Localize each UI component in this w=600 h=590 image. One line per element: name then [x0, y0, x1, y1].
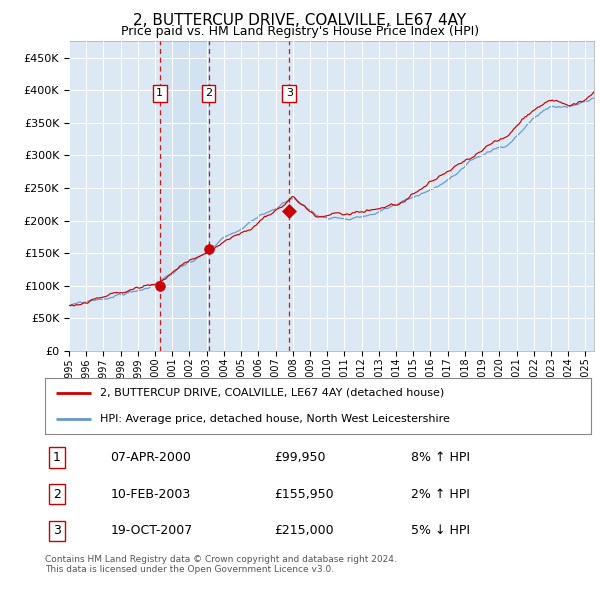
Text: 1: 1: [156, 88, 163, 99]
Text: Contains HM Land Registry data © Crown copyright and database right 2024.: Contains HM Land Registry data © Crown c…: [45, 555, 397, 563]
Text: 2: 2: [53, 487, 61, 501]
Text: £99,950: £99,950: [274, 451, 326, 464]
Text: HPI: Average price, detached house, North West Leicestershire: HPI: Average price, detached house, Nort…: [100, 414, 449, 424]
Text: 1: 1: [53, 451, 61, 464]
Text: 2: 2: [205, 88, 212, 99]
Text: 8% ↑ HPI: 8% ↑ HPI: [411, 451, 470, 464]
Text: 2, BUTTERCUP DRIVE, COALVILLE, LE67 4AY: 2, BUTTERCUP DRIVE, COALVILLE, LE67 4AY: [133, 13, 467, 28]
Text: £215,000: £215,000: [274, 525, 334, 537]
Text: £155,950: £155,950: [274, 487, 334, 501]
Text: 19-OCT-2007: 19-OCT-2007: [110, 525, 193, 537]
Text: 3: 3: [286, 88, 293, 99]
Bar: [160, 41, 209, 351]
Text: Price paid vs. HM Land Registry's House Price Index (HPI): Price paid vs. HM Land Registry's House …: [121, 25, 479, 38]
Text: This data is licensed under the Open Government Licence v3.0.: This data is licensed under the Open Gov…: [45, 565, 334, 574]
Text: 10-FEB-2003: 10-FEB-2003: [110, 487, 191, 501]
Text: 07-APR-2000: 07-APR-2000: [110, 451, 191, 464]
Text: 3: 3: [53, 525, 61, 537]
Text: 2% ↑ HPI: 2% ↑ HPI: [411, 487, 470, 501]
Text: 5% ↓ HPI: 5% ↓ HPI: [411, 525, 470, 537]
Text: 2, BUTTERCUP DRIVE, COALVILLE, LE67 4AY (detached house): 2, BUTTERCUP DRIVE, COALVILLE, LE67 4AY …: [100, 388, 444, 398]
